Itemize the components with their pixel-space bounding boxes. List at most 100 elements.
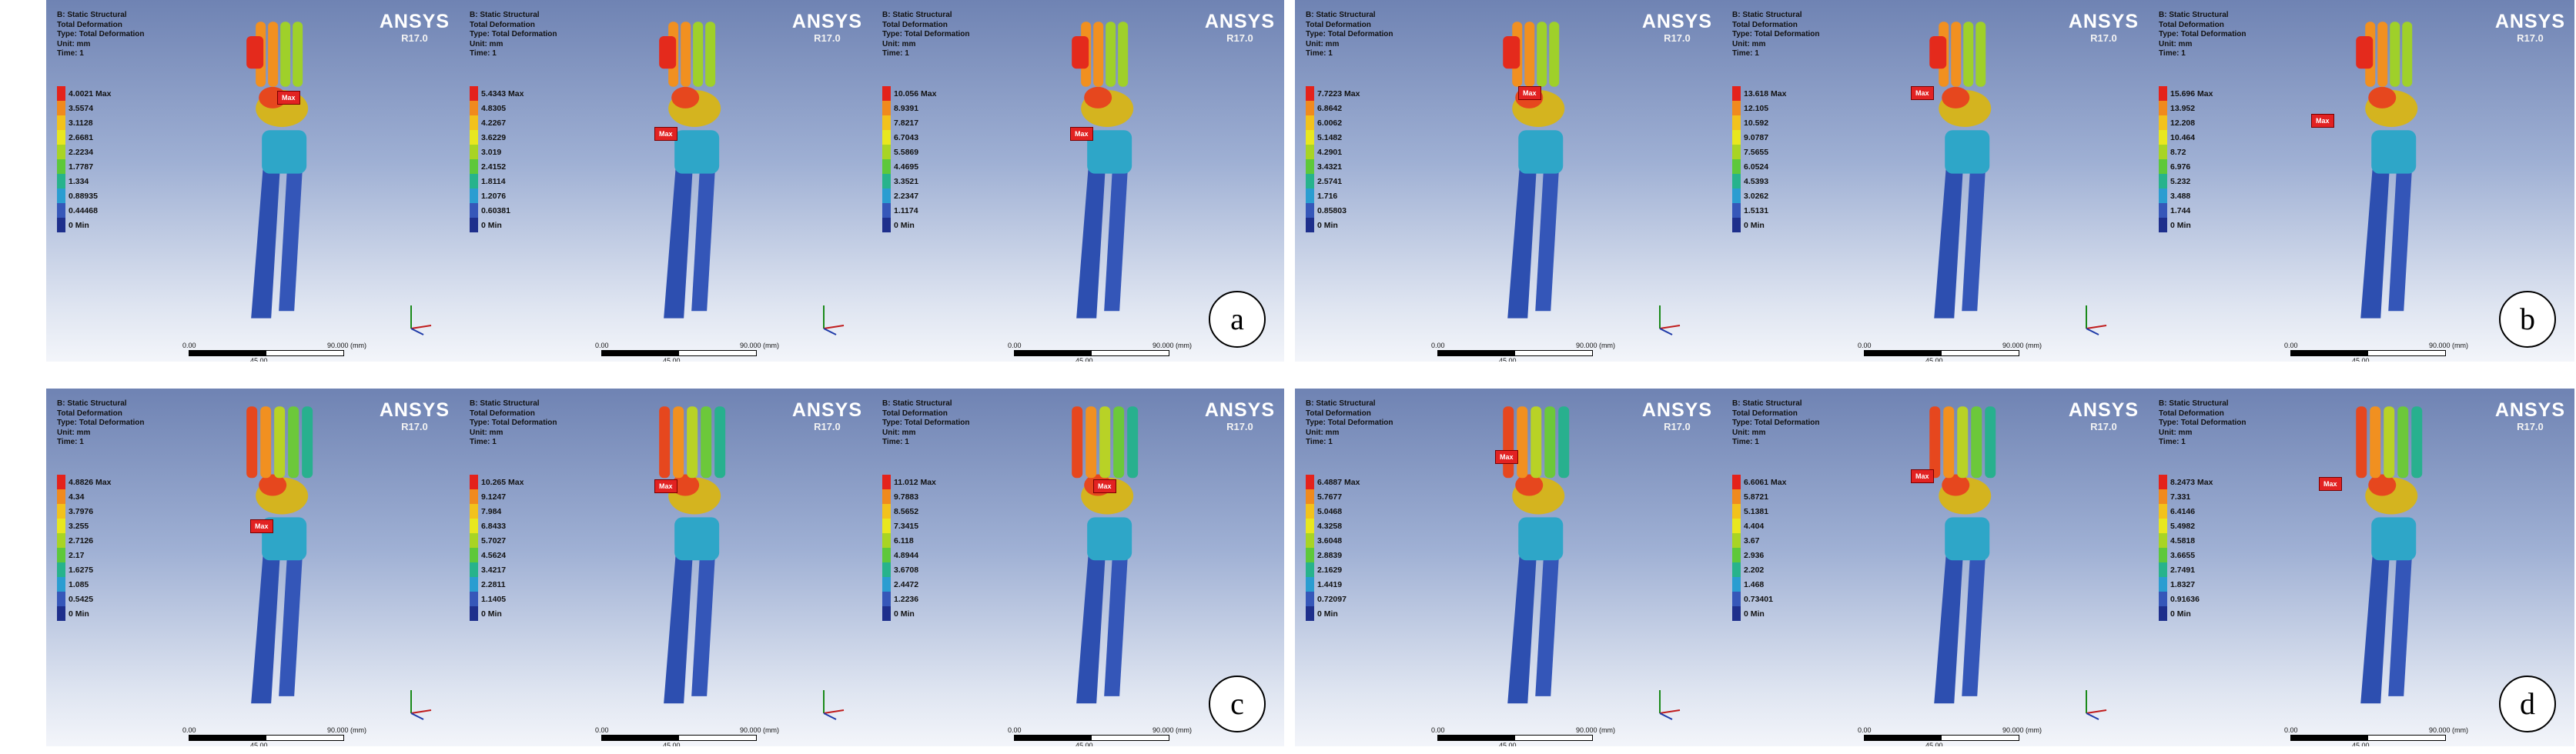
bone-model-svg xyxy=(659,22,721,319)
legend-min: 0 Min xyxy=(481,609,502,619)
legend-min: 0 Min xyxy=(1744,220,1765,230)
bone-model-svg xyxy=(1929,406,1996,704)
legend-value: 6.0062 xyxy=(1317,118,1343,128)
legend-swatch xyxy=(57,533,65,548)
max-probe-tag: Max xyxy=(1495,450,1518,464)
legend-row: 6.7043 xyxy=(882,130,936,145)
legend-value: 2.2811 xyxy=(481,579,506,589)
legend-row: 13.618 Max xyxy=(1732,86,1786,101)
result-header: B: Static Structural Total Deformation Typ… xyxy=(57,11,211,59)
header-line: Total Deformation xyxy=(2159,409,2224,418)
legend-value: 5.1482 xyxy=(1317,132,1343,142)
header-line: B: Static Structural xyxy=(1306,11,1376,19)
finger-bone xyxy=(1971,406,1982,479)
scale-bar-black xyxy=(1438,736,1515,740)
legend-row: 0 Min xyxy=(882,218,936,232)
axis-triad-icon xyxy=(1659,305,1681,335)
legend-row: 2.2234 xyxy=(57,145,111,159)
ansys-brand: ANSYS xyxy=(1641,399,1712,421)
legend-value: 1.7787 xyxy=(69,162,94,172)
legend-row: 2.7491 xyxy=(2159,562,2213,577)
legend-swatch xyxy=(882,145,891,159)
legend-swatch xyxy=(1306,592,1314,606)
legend-row: 0 Min xyxy=(2159,606,2213,621)
legend-value: 2.4152 xyxy=(481,162,507,172)
result-header: B: Static Structural Total Deformation Typ… xyxy=(1306,399,1460,448)
legend-swatch xyxy=(470,188,478,203)
distal-forearm xyxy=(2371,130,2417,174)
legend-value: 2.202 xyxy=(1744,565,1765,575)
finger-bone xyxy=(1106,22,1116,87)
color-legend: 11.012 Max 9.7883 8.5652 7.3415 6.118 4.8944 3… xyxy=(882,475,936,621)
scale-label: 45.00 xyxy=(1076,742,1093,746)
legend-swatch xyxy=(1732,562,1741,577)
ulna-bone xyxy=(691,152,717,312)
legend-swatch xyxy=(1732,577,1741,592)
legend-row: 3.67 xyxy=(1732,533,1786,548)
legend-value: 10.265 Max xyxy=(481,477,524,487)
distal-forearm xyxy=(262,517,307,561)
max-probe-tag: Max xyxy=(1093,479,1116,493)
legend-value: 6.118 xyxy=(894,535,914,545)
legend-swatch xyxy=(57,475,65,489)
legend-row: 6.118 xyxy=(882,533,936,548)
legend-row: 2.2811 xyxy=(470,577,524,592)
legend-swatch xyxy=(1306,489,1314,504)
legend-swatch xyxy=(1306,548,1314,562)
result-header: B: Static Structural Total Deformation Typ… xyxy=(1732,11,1886,59)
legend-swatch xyxy=(1306,159,1314,174)
legend-value: 15.696 Max xyxy=(2170,88,2213,98)
legend-swatch xyxy=(470,475,478,489)
ulna-bone xyxy=(2388,152,2414,312)
legend-value: 5.232 xyxy=(2170,176,2191,186)
ansys-version: R17.0 xyxy=(1226,32,1253,44)
radius-bone xyxy=(664,549,694,704)
legend-value: 3.019 xyxy=(481,147,502,157)
legend-value: 7.3415 xyxy=(894,521,919,531)
axis-triad xyxy=(813,299,851,342)
header-line: Type: Total Deformation xyxy=(1732,30,1820,38)
legend-row: 1.2076 xyxy=(470,188,524,203)
legend-value: 1.2236 xyxy=(894,594,919,604)
legend-value: 5.4982 xyxy=(2170,521,2196,531)
result-view: B: Static Structural Total Deformation Typ… xyxy=(459,389,871,746)
header-line: Unit: mm xyxy=(2159,39,2193,48)
legend-swatch xyxy=(1732,533,1741,548)
legend-swatch xyxy=(1306,188,1314,203)
legend-value: 4.5624 xyxy=(481,550,507,560)
ansys-logo: ANSYS R17.0 xyxy=(380,11,450,44)
result-header: B: Static Structural Total Deformation Typ… xyxy=(2159,399,2313,448)
legend-swatch xyxy=(2159,533,2167,548)
legend-row: 7.7223 Max xyxy=(1306,86,1360,101)
legend-swatch xyxy=(1306,101,1314,115)
result-view: B: Static Structural Total Deformation Typ… xyxy=(2148,0,2574,362)
legend-row: 10.056 Max xyxy=(882,86,936,101)
legend-swatch xyxy=(470,489,478,504)
finger-bone xyxy=(1099,406,1111,479)
finger-bone xyxy=(1531,406,1542,479)
legend-value: 4.404 xyxy=(1744,521,1765,531)
header-line: B: Static Structural xyxy=(1732,399,1802,408)
legend-min: 0 Min xyxy=(1317,609,1338,619)
scale-label: 45.00 xyxy=(1925,742,1943,746)
legend-swatch xyxy=(57,86,65,101)
scale-label: 90.000 (mm) xyxy=(2002,726,2042,734)
legend-min: 0 Min xyxy=(69,609,89,619)
finger-bone xyxy=(1549,22,1560,87)
axis-triad xyxy=(400,299,439,342)
finger-bone xyxy=(2397,406,2409,479)
legend-row: 4.404 xyxy=(1732,519,1786,533)
header-line: Total Deformation xyxy=(470,409,535,418)
ansys-logo: ANSYS R17.0 xyxy=(2495,399,2565,432)
legend-value: 4.8944 xyxy=(894,550,919,560)
legend-row: 0 Min xyxy=(1306,606,1360,621)
bone-model-svg xyxy=(1072,22,1134,319)
scale-label: 0.00 xyxy=(182,342,196,349)
axis-triad xyxy=(1649,299,1688,342)
header-line: Unit: mm xyxy=(57,428,91,437)
legend-swatch xyxy=(57,592,65,606)
scale-label: 90.000 (mm) xyxy=(2429,726,2469,734)
scale-bar-black xyxy=(2291,736,2368,740)
header-line: Total Deformation xyxy=(1306,20,1371,29)
header-line: Time: 1 xyxy=(1732,49,1759,58)
